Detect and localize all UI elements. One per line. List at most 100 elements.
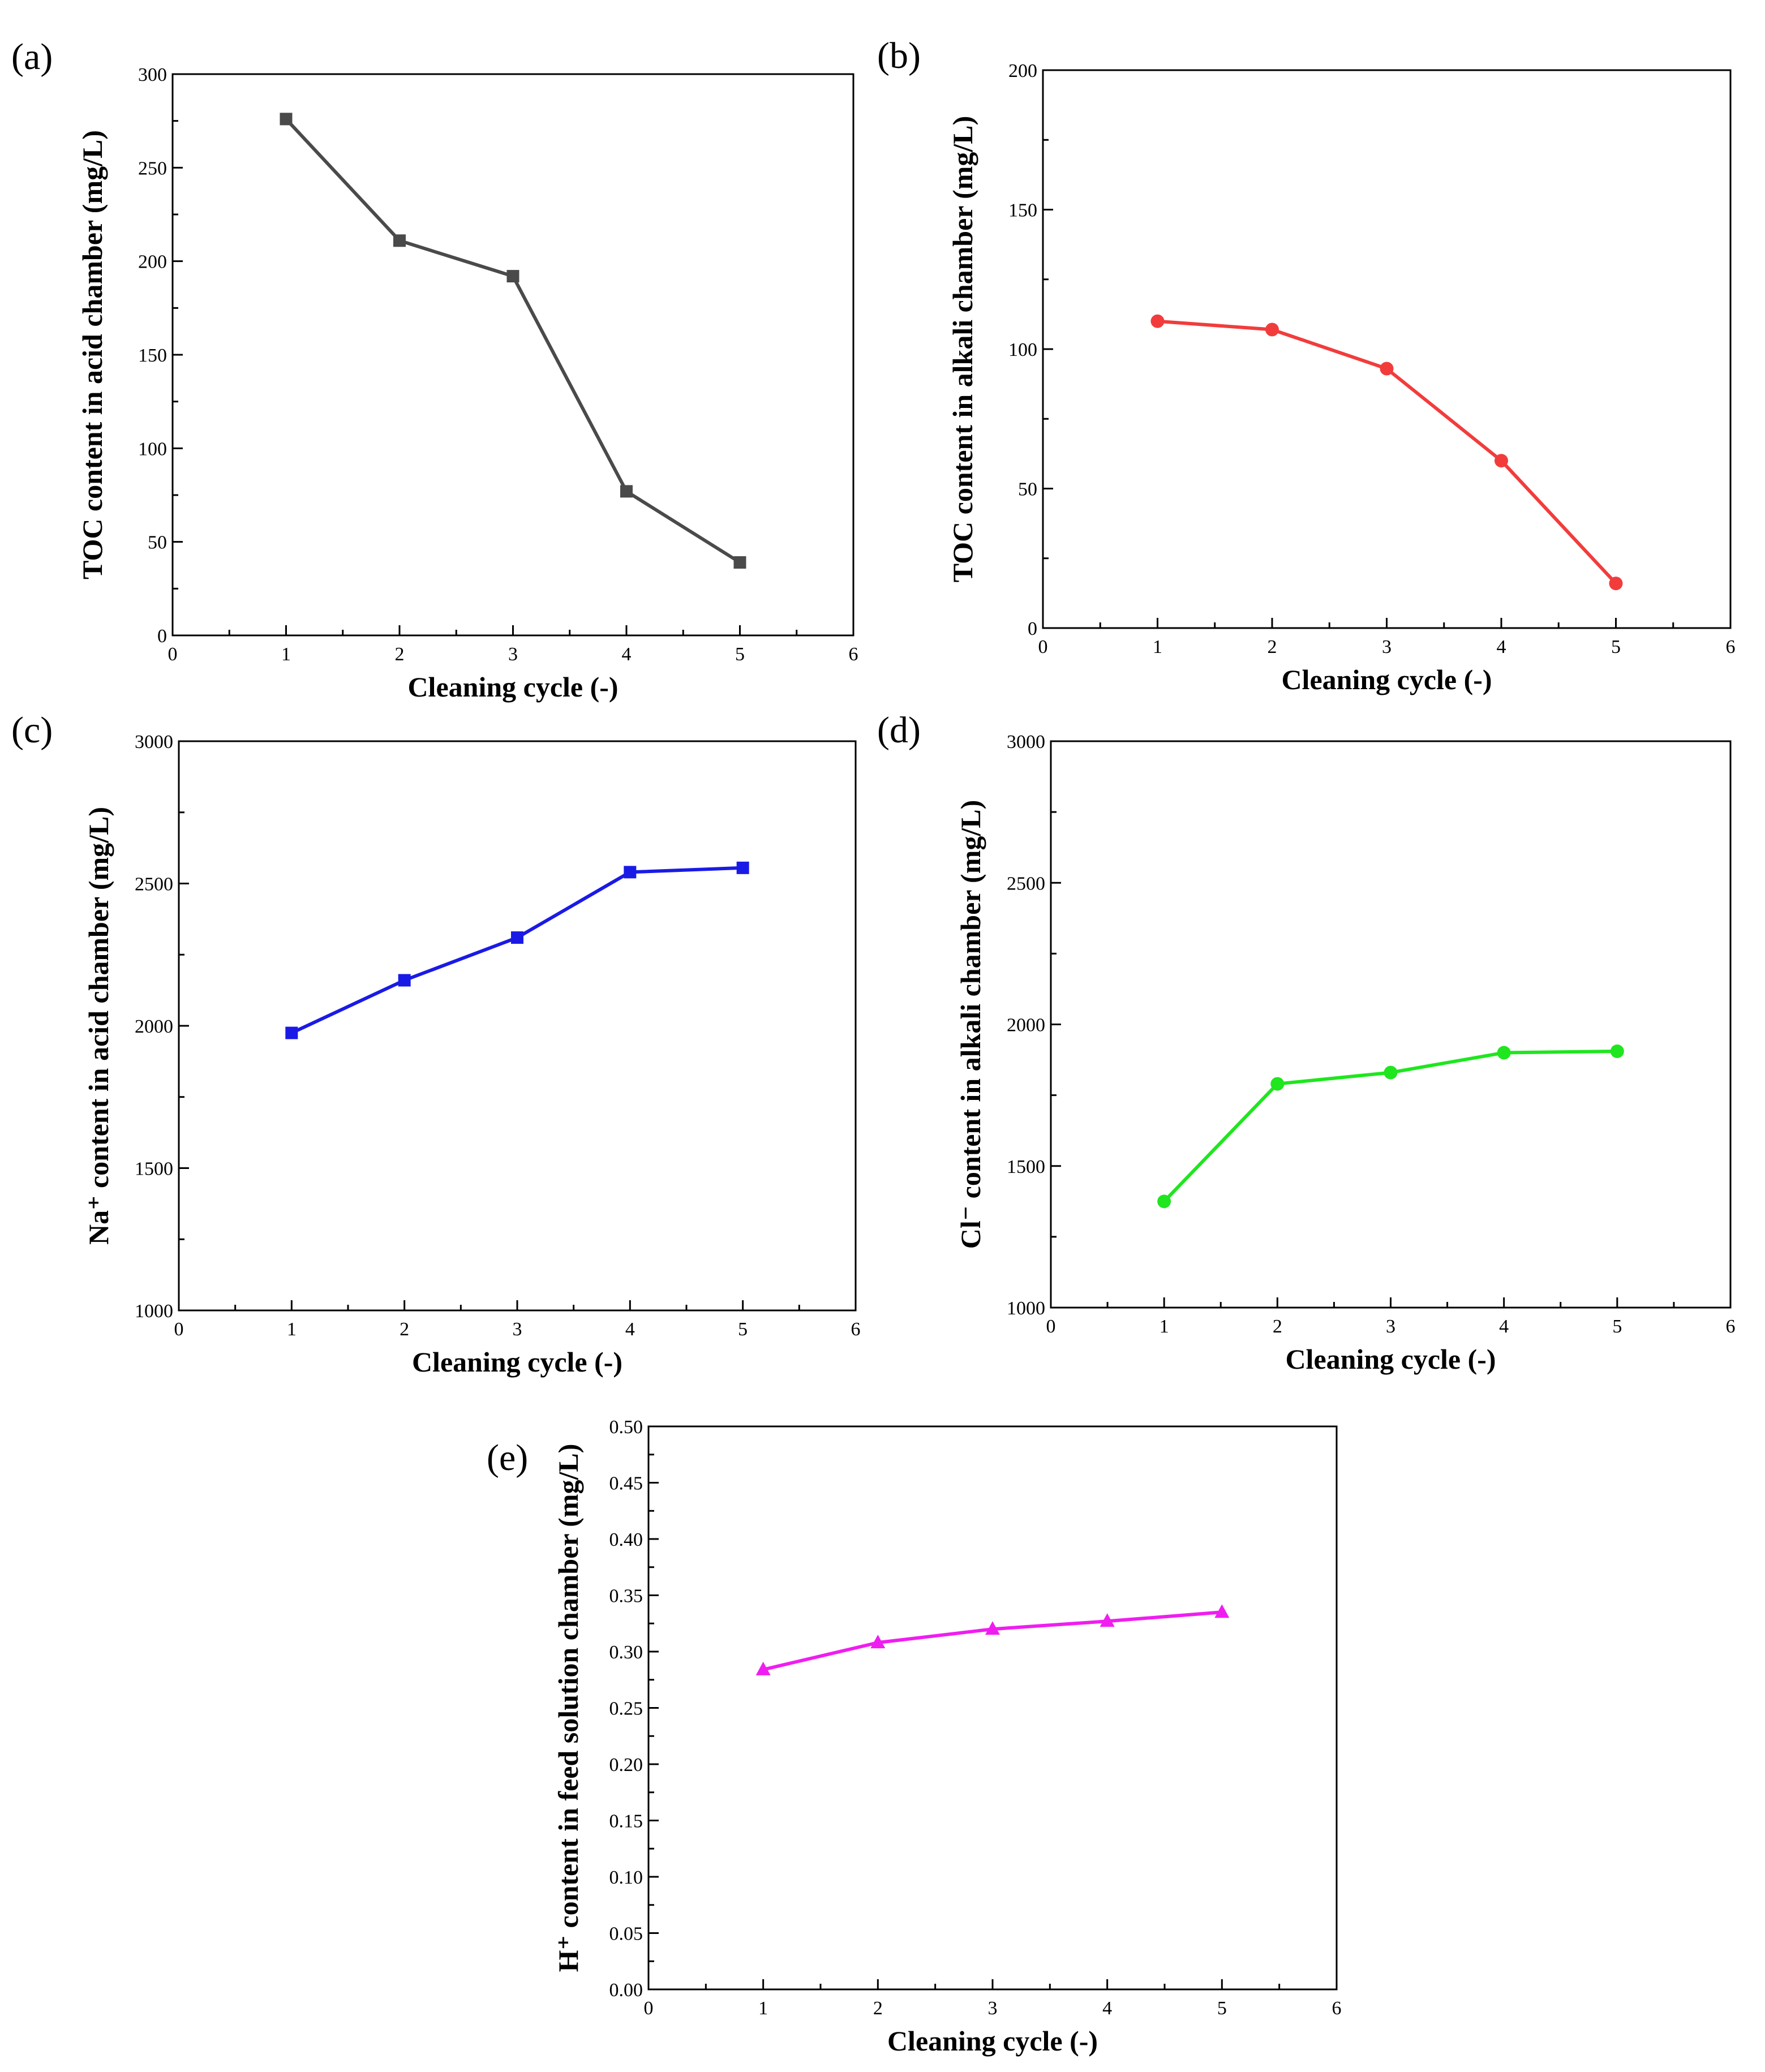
x-tick-label: 1 xyxy=(1153,637,1162,657)
data-point xyxy=(393,234,406,247)
y-tick-label: 100 xyxy=(1008,339,1037,360)
x-tick-label: 5 xyxy=(738,1319,748,1340)
chart-panel-b: (b) 0 1 2 3 4 5 6 0 50 100 150 200 Cleaning cycle (-)… xyxy=(877,35,1736,695)
panel-label-e: (e) xyxy=(487,1437,528,1478)
x-tick-label: 5 xyxy=(735,644,745,665)
y-tick-label: 0.30 xyxy=(609,1642,643,1663)
x-axis-title: Cleaning cycle (-) xyxy=(412,1346,622,1378)
x-tick-label: 4 xyxy=(1499,1316,1509,1337)
y-tick-label: 1500 xyxy=(135,1159,173,1180)
data-point xyxy=(1610,1044,1624,1059)
y-axis-title: H⁺ content in feed solution chamber (mg/… xyxy=(552,1444,584,1972)
data-point xyxy=(985,1621,1000,1635)
x-tick-label: 0 xyxy=(1038,637,1048,657)
plot-frame xyxy=(1042,69,1732,629)
data-point xyxy=(1100,1613,1115,1627)
x-tick-label: 1 xyxy=(1160,1316,1169,1337)
x-tick-label: 4 xyxy=(625,1319,635,1340)
panel-label-b: (b) xyxy=(877,35,921,76)
x-tick-label: 1 xyxy=(758,1998,768,2019)
y-tick-label: 150 xyxy=(1008,200,1037,221)
data-point xyxy=(1609,577,1623,591)
y-tick-label: 200 xyxy=(1008,61,1037,81)
x-tick-label: 5 xyxy=(1612,1316,1622,1337)
x-tick-label: 1 xyxy=(281,644,291,665)
y-tick-label: 3000 xyxy=(135,732,173,753)
y-tick-label: 2500 xyxy=(1007,873,1045,894)
x-tick-label: 4 xyxy=(1102,1998,1112,2019)
y-tick-label: 1000 xyxy=(1007,1298,1045,1319)
plot-frame xyxy=(1050,740,1732,1309)
y-tick-label: 0.05 xyxy=(609,1924,643,1945)
y-tick-label: 0.10 xyxy=(609,1867,643,1888)
data-point xyxy=(506,270,519,283)
data-point xyxy=(280,113,293,126)
data-point xyxy=(1214,1604,1230,1618)
y-tick-label: 0.40 xyxy=(609,1529,643,1550)
series-line-e xyxy=(763,1610,1222,1671)
y-tick-label: 0.00 xyxy=(609,1980,643,2001)
data-point xyxy=(624,866,637,879)
chart-panel-e: (e) 0 1 2 3 4 5 6 0.00 0.05 0.10 0.15 0.20 0.25 0.30 0.… xyxy=(487,1417,1342,2057)
data-point xyxy=(1384,1065,1398,1080)
x-tick-label: 6 xyxy=(1332,1998,1342,2019)
x-tick-label: 4 xyxy=(1497,637,1506,657)
data-point xyxy=(511,931,523,944)
data-point xyxy=(733,556,746,569)
y-tick-label: 0.20 xyxy=(609,1755,643,1776)
x-tick-label: 0 xyxy=(168,644,178,665)
x-tick-label: 1 xyxy=(287,1319,297,1340)
y-tick-label: 50 xyxy=(148,532,167,553)
series-line-b xyxy=(1157,319,1617,585)
x-tick-label: 3 xyxy=(988,1998,998,2019)
y-tick-label: 50 xyxy=(1018,479,1037,500)
data-point xyxy=(1380,362,1394,376)
plot-frame xyxy=(178,740,857,1312)
y-tick-label: 0.15 xyxy=(609,1811,643,1832)
y-tick-label: 0 xyxy=(1028,618,1037,639)
data-point xyxy=(620,485,633,498)
data-point xyxy=(1497,1046,1511,1060)
data-point xyxy=(1265,323,1279,337)
x-tick-label: 3 xyxy=(1382,637,1392,657)
y-axis-title: Cl⁻ content in alkali chamber (mg/L) xyxy=(955,800,986,1249)
series-line-a xyxy=(285,118,741,564)
x-tick-label: 3 xyxy=(508,644,518,665)
x-tick-label: 6 xyxy=(851,1319,861,1340)
panel-label-c: (c) xyxy=(11,710,53,751)
x-tick-label: 4 xyxy=(622,644,632,665)
y-tick-label: 200 xyxy=(138,252,167,273)
y-tick-label: 0.25 xyxy=(609,1699,643,1719)
plot-frame xyxy=(647,1425,1338,1991)
x-tick-label: 5 xyxy=(1611,637,1621,657)
y-tick-label: 250 xyxy=(138,158,167,179)
chart-panel-c: (c) 0 1 2 3 4 5 6 1000 1500 2000 2500 3000 Cleaning c… xyxy=(11,710,861,1378)
chart-panel-a: (a) 0 1 2 3 4 5 6 0 50 100 150 200 250 300 Cleaning cyc… xyxy=(11,36,858,703)
x-axis-title: Cleaning cycle (-) xyxy=(887,2025,1098,2057)
y-tick-label: 0.45 xyxy=(609,1473,643,1494)
x-tick-label: 2 xyxy=(1273,1316,1282,1337)
data-point xyxy=(1157,1194,1171,1209)
y-tick-label: 0.50 xyxy=(609,1417,643,1438)
y-axis-title: TOC content in acid chamber (mg/L) xyxy=(76,130,108,579)
x-tick-label: 3 xyxy=(1386,1316,1395,1337)
y-tick-label: 300 xyxy=(138,65,167,85)
x-tick-label: 2 xyxy=(1268,637,1277,657)
y-axis-title: Na⁺ content in acid chamber (mg/L) xyxy=(83,807,114,1245)
y-tick-label: 0.35 xyxy=(609,1586,643,1607)
data-point xyxy=(736,861,749,874)
y-tick-label: 150 xyxy=(138,345,167,366)
y-tick-label: 2000 xyxy=(1007,1015,1045,1036)
data-point xyxy=(398,974,411,987)
y-tick-label: 2500 xyxy=(135,874,173,895)
plot-frame xyxy=(171,73,854,637)
data-point xyxy=(1150,314,1165,328)
chart-panel-d: (d) 0 1 2 3 4 5 6 1000 1500 2000 2500 3000 Cleaning c… xyxy=(877,710,1736,1375)
y-tick-label: 1000 xyxy=(135,1301,173,1322)
data-point xyxy=(870,1635,886,1649)
y-tick-label: 1500 xyxy=(1007,1157,1045,1177)
x-axis-title: Cleaning cycle (-) xyxy=(1285,1343,1496,1375)
x-tick-label: 0 xyxy=(1046,1316,1056,1337)
x-axis-title: Cleaning cycle (-) xyxy=(407,671,618,703)
